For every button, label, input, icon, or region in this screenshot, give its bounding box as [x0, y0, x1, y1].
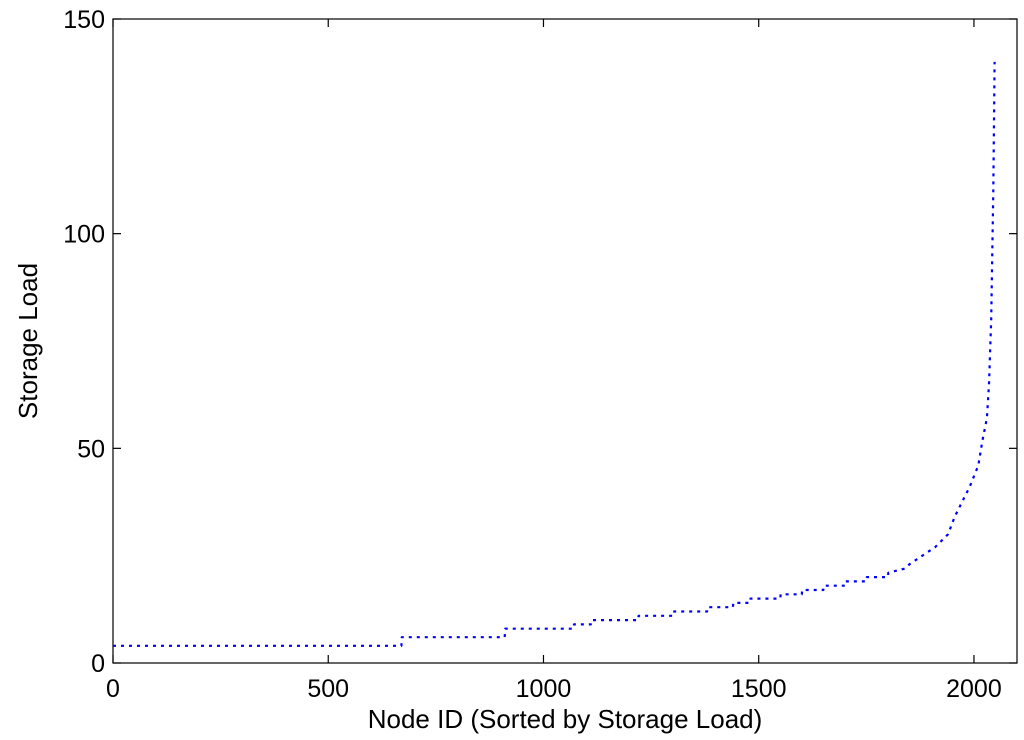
axis-ticks: [112, 18, 1017, 664]
x-tick-label: 0: [106, 675, 120, 703]
y-tick-label: 50: [77, 435, 105, 463]
x-tick-label: 2000: [946, 675, 1002, 703]
y-axis-label: Storage Load: [13, 263, 43, 419]
x-tick-label: 1000: [516, 675, 572, 703]
x-tick-label: 1500: [731, 675, 787, 703]
tick-labels: 0 500 1000 1500 2000 0 50 100 150: [63, 6, 1001, 703]
x-tick-label: 500: [307, 675, 349, 703]
plot-area: [112, 18, 1018, 664]
y-tick-label: 150: [63, 6, 105, 34]
x-axis-label: Node ID (Sorted by Storage Load): [368, 704, 763, 734]
y-tick-label: 100: [63, 221, 105, 249]
y-tick-label: 0: [91, 650, 105, 678]
